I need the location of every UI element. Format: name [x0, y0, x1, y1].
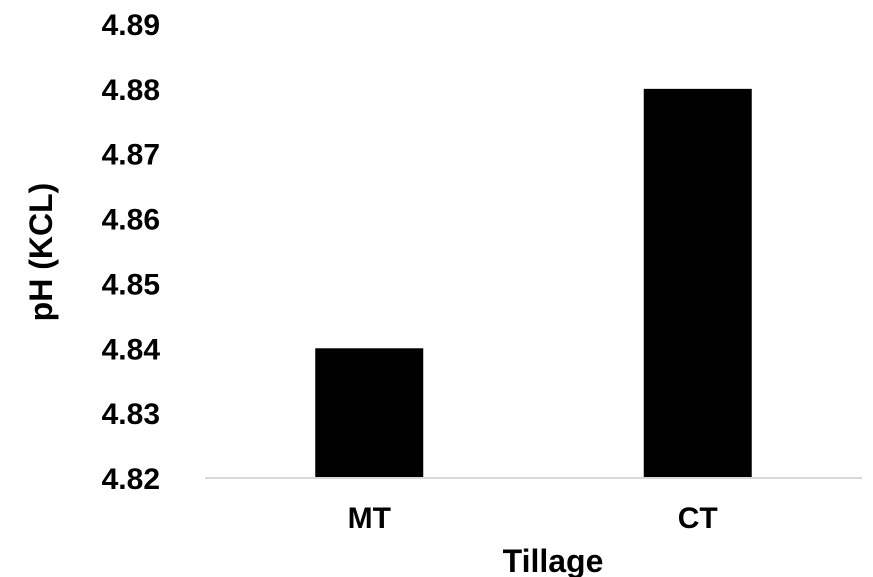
y-axis-tick-labels: 4.82 4.83 4.84 4.85 4.86 4.87 4.88 4.89: [102, 9, 161, 496]
y-tick-label: 4.88: [102, 74, 160, 107]
bars: [315, 88, 752, 478]
x-tick-label-ct: CT: [678, 502, 718, 535]
y-tick-label: 4.86: [102, 204, 160, 237]
y-tick-label: 4.83: [102, 398, 160, 431]
x-axis-tick-labels: MT CT: [348, 502, 718, 535]
x-axis-title: Tillage: [503, 543, 604, 577]
y-tick-label: 4.85: [102, 268, 160, 301]
y-tick-label: 4.87: [102, 139, 160, 172]
y-tick-label: 4.82: [102, 463, 160, 496]
bar-ct: [643, 88, 752, 478]
x-tick-label-mt: MT: [348, 502, 391, 535]
y-tick-label: 4.89: [102, 9, 160, 42]
bar-mt: [315, 348, 424, 478]
y-axis-title: pH (KCL): [23, 183, 59, 322]
y-tick-label: 4.84: [102, 333, 161, 366]
